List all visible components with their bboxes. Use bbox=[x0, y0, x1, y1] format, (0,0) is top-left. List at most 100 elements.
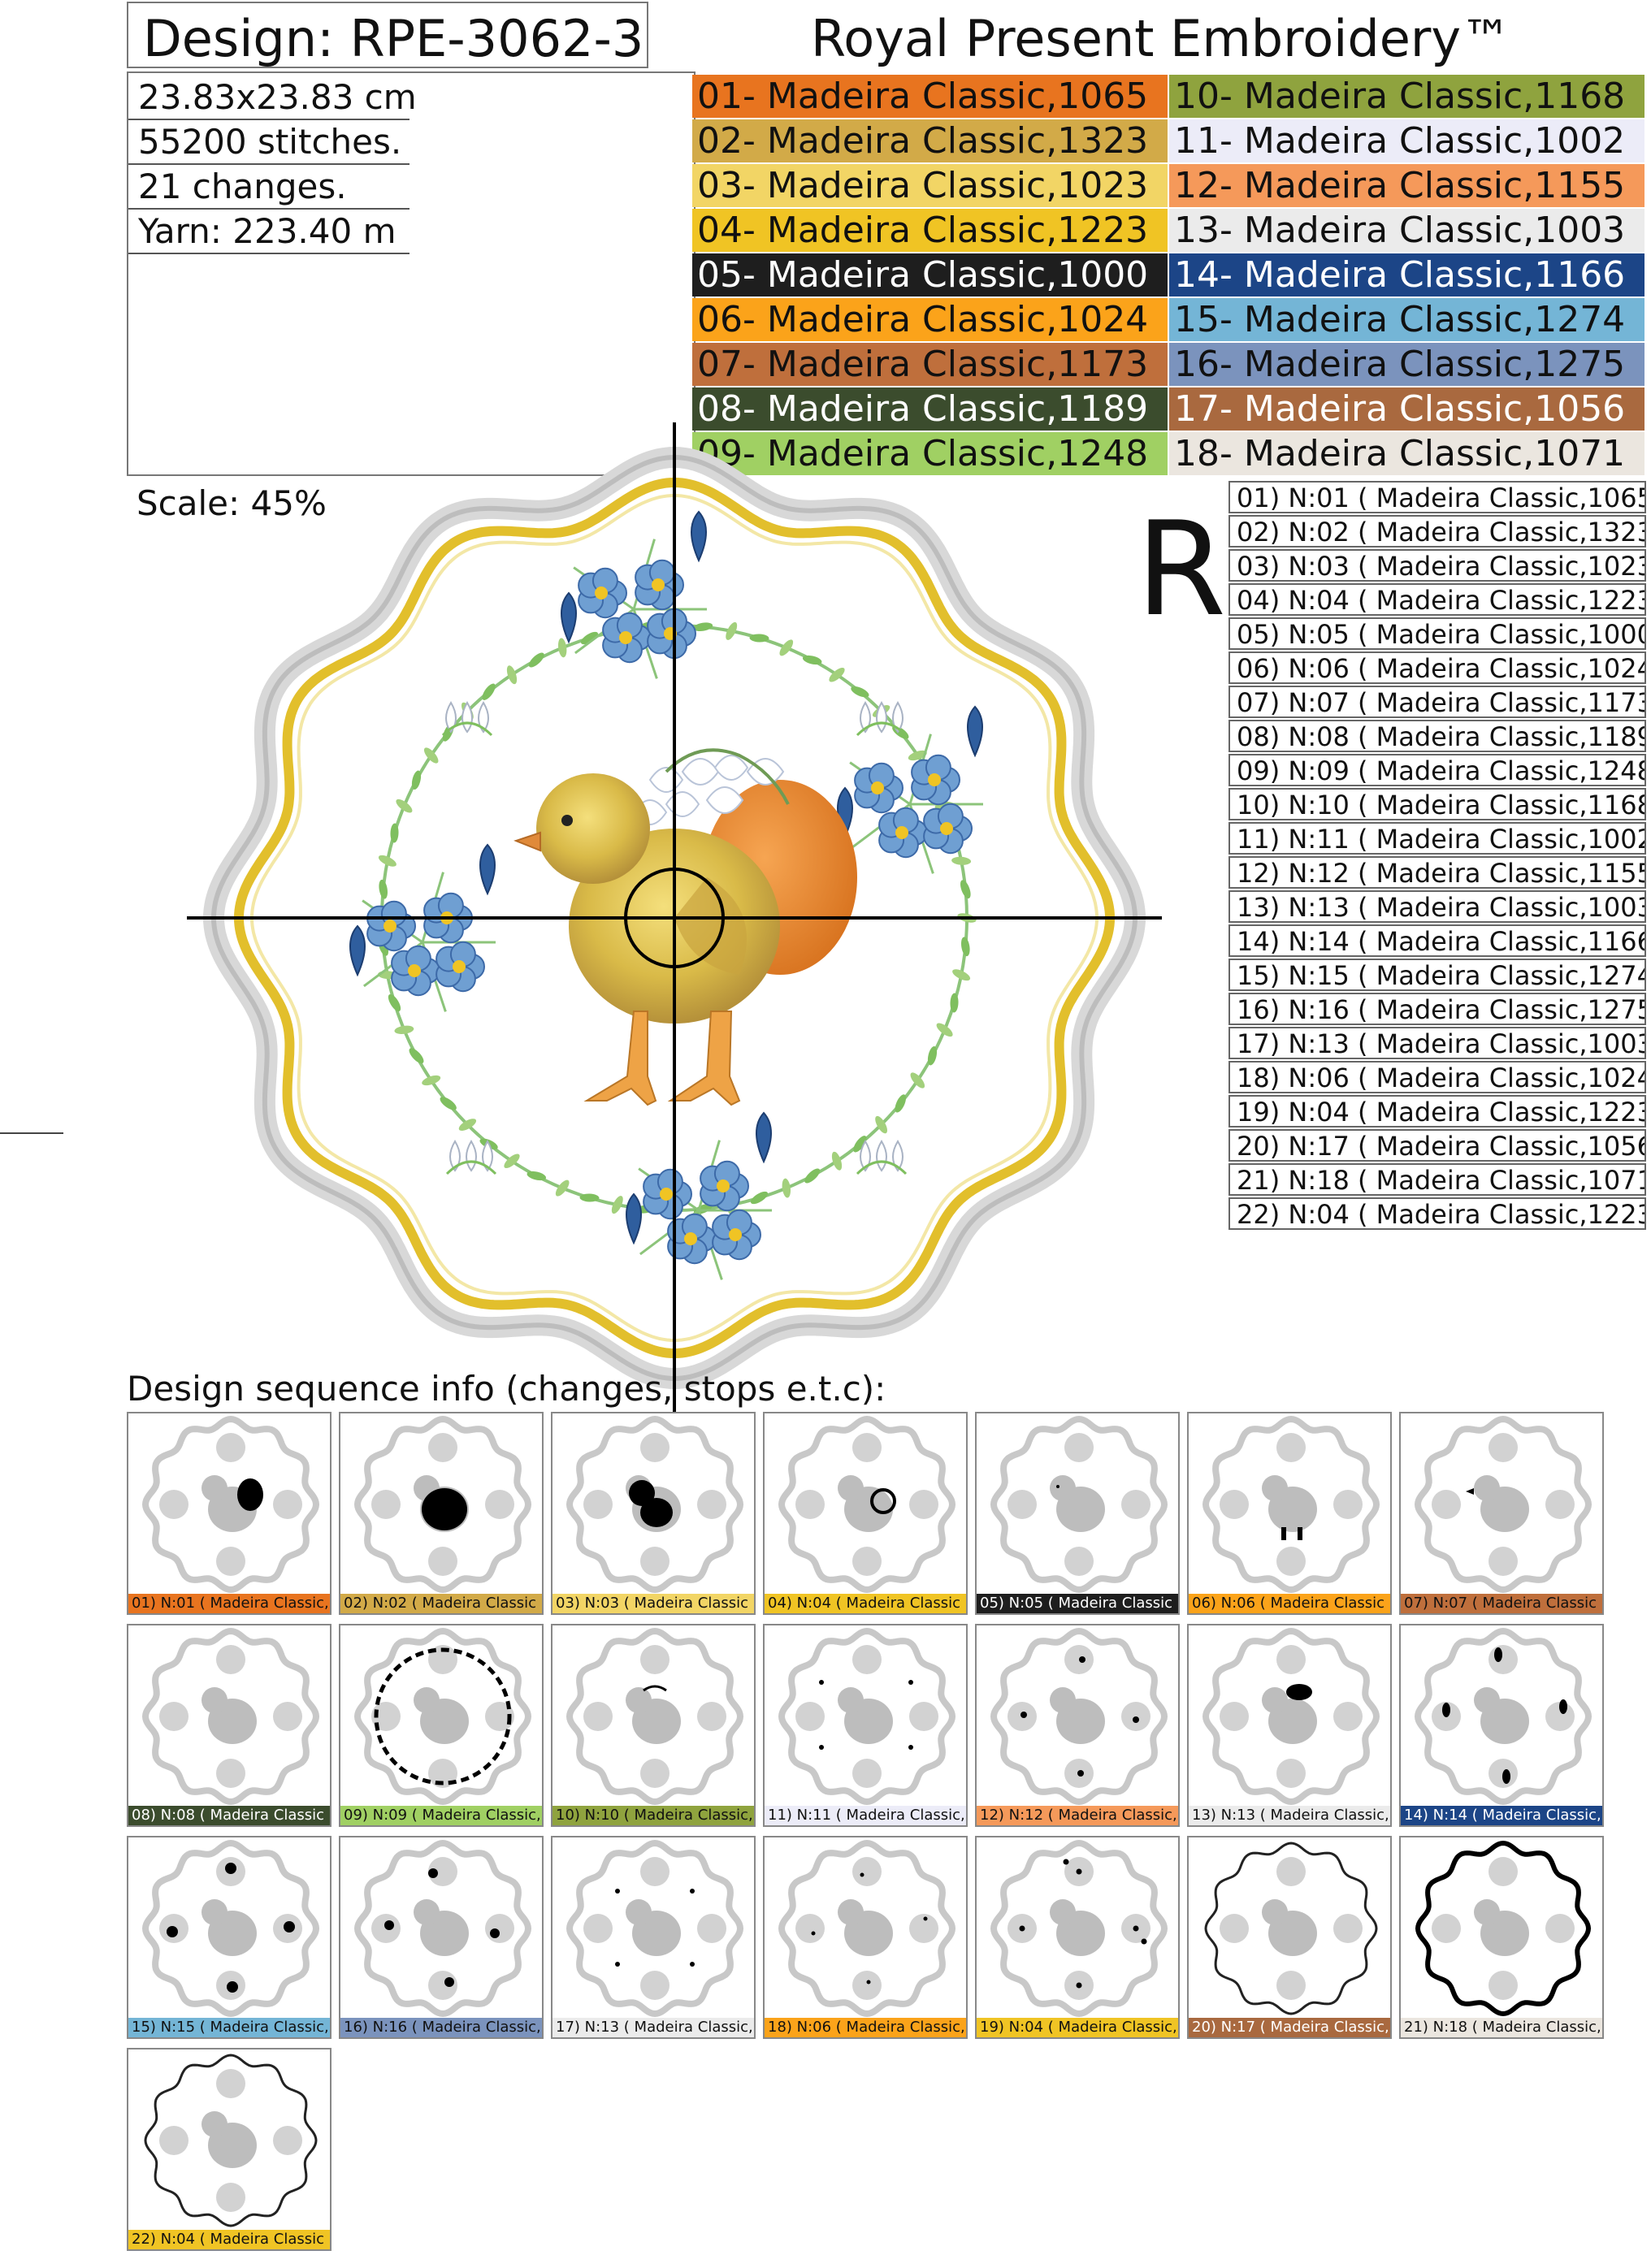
thumbnail-preview bbox=[1415, 1840, 1592, 2017]
sequence-thumbnail: 03) N:03 ( Madeira Classic bbox=[551, 1412, 756, 1615]
sequence-thumbnail: 04) N:04 ( Madeira Classic bbox=[763, 1412, 968, 1615]
left-margin-tick bbox=[0, 1132, 63, 1134]
thumbnail-preview bbox=[990, 1415, 1168, 1594]
sequence-thumbnail: 20) N:17 ( Madeira Classic, bbox=[1187, 1836, 1392, 2039]
thumbnail-preview bbox=[778, 1839, 956, 2018]
thumbnail-preview bbox=[353, 1839, 532, 2018]
thumbnail-preview bbox=[353, 1627, 532, 1806]
thread-palette: 01- Madeira Classic,1065 02- Madeira Clas… bbox=[692, 75, 1646, 475]
thumbnail-preview bbox=[566, 1627, 744, 1806]
sequence-thumbnail: 13) N:13 ( Madeira Classic,1 bbox=[1187, 1624, 1392, 1827]
yarn-length: Yarn: 223.40 m bbox=[138, 211, 396, 251]
sequence-thumbnail: 02) N:02 ( Madeira Classic bbox=[339, 1412, 544, 1615]
palette-swatch: 16- Madeira Classic,1275 bbox=[1169, 343, 1644, 386]
stop-entry: 01) N:01 ( Madeira Classic,1065) bbox=[1228, 481, 1646, 513]
thumbnail-caption: 16) N:16 ( Madeira Classic,1 bbox=[340, 2018, 542, 2037]
stop-entry: 17) N:13 ( Madeira Classic,1003) bbox=[1228, 1027, 1646, 1059]
palette-swatch: 09- Madeira Classic,1248 bbox=[692, 432, 1168, 475]
palette-swatch: 12- Madeira Classic,1155 bbox=[1169, 164, 1644, 207]
sequence-thumbnail: 16) N:16 ( Madeira Classic,1 bbox=[339, 1836, 544, 2039]
palette-swatch: 02- Madeira Classic,1323 bbox=[692, 119, 1168, 162]
palette-swatch: 04- Madeira Classic,1223 bbox=[692, 209, 1168, 252]
sequence-thumbnail: 10) N:10 ( Madeira Classic,1 bbox=[551, 1624, 756, 1827]
sequence-thumbnail: 15) N:15 ( Madeira Classic,1 bbox=[127, 1836, 332, 2039]
sequence-thumbnail: 18) N:06 ( Madeira Classic, bbox=[763, 1836, 968, 2039]
thumbnail-preview bbox=[141, 1627, 320, 1806]
stop-entry: 19) N:04 ( Madeira Classic,1223) bbox=[1228, 1095, 1646, 1128]
stop-entry: 04) N:04 ( Madeira Classic,1223) bbox=[1228, 583, 1646, 616]
palette-swatch: 13- Madeira Classic,1003 bbox=[1169, 209, 1644, 252]
thumbnail-preview bbox=[141, 1415, 320, 1594]
thumbnail-preview bbox=[1414, 1627, 1592, 1806]
change-count: 21 changes. bbox=[138, 167, 347, 206]
palette-swatch: 15- Madeira Classic,1274 bbox=[1169, 298, 1644, 341]
design-title-box bbox=[127, 2, 648, 68]
sequence-thumbnail: 17) N:13 ( Madeira Classic,1 bbox=[551, 1836, 756, 2039]
thumbnail-caption: 07) N:07 ( Madeira Classic bbox=[1401, 1594, 1602, 1613]
sequence-thumbnail: 09) N:09 ( Madeira Classic, bbox=[339, 1624, 544, 1827]
thumbnail-preview bbox=[141, 1839, 320, 2018]
palette-swatch: 08- Madeira Classic,1189 bbox=[692, 387, 1168, 431]
thumbnail-caption: 03) N:03 ( Madeira Classic bbox=[552, 1594, 754, 1613]
sequence-thumbnail: 05) N:05 ( Madeira Classic bbox=[975, 1412, 1180, 1615]
thumbnail-caption: 08) N:08 ( Madeira Classic bbox=[128, 1806, 330, 1825]
stop-entry: 08) N:08 ( Madeira Classic,1189) bbox=[1228, 720, 1646, 752]
stitch-count: 55200 stitches. bbox=[138, 122, 402, 162]
palette-swatch: 18- Madeira Classic,1071 bbox=[1169, 432, 1644, 475]
thumbnail-preview bbox=[1202, 1415, 1380, 1594]
info-divider bbox=[128, 163, 410, 165]
sequence-thumbnail: 07) N:07 ( Madeira Classic bbox=[1399, 1412, 1604, 1615]
thumbnail-caption: 14) N:14 ( Madeira Classic,1 bbox=[1401, 1806, 1602, 1825]
thumbnail-preview bbox=[1414, 1415, 1592, 1594]
stop-entry: 15) N:15 ( Madeira Classic,1274) bbox=[1228, 959, 1646, 991]
thumbnail-caption: 09) N:09 ( Madeira Classic, bbox=[340, 1806, 542, 1825]
thumbnail-preview bbox=[990, 1627, 1168, 1806]
thumbnail-preview bbox=[144, 2054, 318, 2227]
thumbnail-caption: 04) N:04 ( Madeira Classic bbox=[765, 1594, 966, 1613]
sequence-thumbnail: 21) N:18 ( Madeira Classic,1 bbox=[1399, 1836, 1604, 2039]
stop-entry: 05) N:05 ( Madeira Classic,1000) bbox=[1228, 617, 1646, 650]
stop-entry: 11) N:11 ( Madeira Classic,1002) bbox=[1228, 822, 1646, 855]
rotation-mark: R bbox=[1136, 493, 1227, 645]
chick-figure bbox=[514, 748, 857, 1106]
palette-swatch: 06- Madeira Classic,1024 bbox=[692, 298, 1168, 341]
stop-entry: 09) N:09 ( Madeira Classic,1248) bbox=[1228, 754, 1646, 786]
palette-swatch: 03- Madeira Classic,1023 bbox=[692, 164, 1168, 207]
thumbnail-preview bbox=[353, 1415, 532, 1594]
info-divider bbox=[128, 119, 410, 120]
embroidery-preview bbox=[187, 422, 1162, 1413]
palette-swatch: 10- Madeira Classic,1168 bbox=[1169, 75, 1644, 118]
thumbnail-caption: 05) N:05 ( Madeira Classic bbox=[977, 1594, 1178, 1613]
thumbnail-caption: 02) N:02 ( Madeira Classic bbox=[340, 1594, 542, 1613]
thumbnail-preview bbox=[1202, 1627, 1380, 1806]
thumbnail-caption: 17) N:13 ( Madeira Classic,1 bbox=[552, 2018, 754, 2037]
design-size: 23.83x23.83 cm bbox=[138, 77, 417, 117]
info-divider bbox=[128, 253, 410, 254]
sequence-thumbnail: 22) N:04 ( Madeira Classic bbox=[127, 2048, 332, 2251]
palette-swatch: 17- Madeira Classic,1056 bbox=[1169, 387, 1644, 431]
sequence-thumbnail: 01) N:01 ( Madeira Classic,1 bbox=[127, 1412, 332, 1615]
thumbnail-caption: 01) N:01 ( Madeira Classic,1 bbox=[128, 1594, 330, 1613]
thumbnail-caption: 21) N:18 ( Madeira Classic,1 bbox=[1401, 2018, 1602, 2037]
stop-entry: 03) N:03 ( Madeira Classic,1023) bbox=[1228, 549, 1646, 582]
thumbnail-preview bbox=[1204, 1842, 1378, 2015]
stop-entry: 10) N:10 ( Madeira Classic,1168) bbox=[1228, 788, 1646, 820]
palette-swatch: 07- Madeira Classic,1173 bbox=[692, 343, 1168, 386]
stop-entry: 20) N:17 ( Madeira Classic,1056) bbox=[1228, 1129, 1646, 1162]
thumbnail-caption: 22) N:04 ( Madeira Classic bbox=[128, 2230, 330, 2249]
thumbnail-caption: 19) N:04 ( Madeira Classic, bbox=[977, 2018, 1178, 2037]
sequence-thumbnail: 14) N:14 ( Madeira Classic,1 bbox=[1399, 1624, 1604, 1827]
thumbnail-caption: 18) N:06 ( Madeira Classic, bbox=[765, 2018, 966, 2037]
thumbnail-preview bbox=[990, 1839, 1168, 2018]
thumbnail-preview bbox=[566, 1415, 744, 1594]
palette-swatch: 01- Madeira Classic,1065 bbox=[692, 75, 1168, 118]
sequence-thumbnail: 08) N:08 ( Madeira Classic bbox=[127, 1624, 332, 1827]
stop-entry: 21) N:18 ( Madeira Classic,1071) bbox=[1228, 1163, 1646, 1196]
palette-swatch: 14- Madeira Classic,1166 bbox=[1169, 253, 1644, 296]
stop-entry: 18) N:06 ( Madeira Classic,1024) bbox=[1228, 1061, 1646, 1093]
stop-entry: 02) N:02 ( Madeira Classic,1323) bbox=[1228, 515, 1646, 548]
thumbnail-caption: 15) N:15 ( Madeira Classic,1 bbox=[128, 2018, 330, 2037]
brand-name: Royal Present Embroidery™ bbox=[811, 9, 1512, 68]
scale-label: Scale: 45% bbox=[136, 483, 327, 523]
stop-entry: 13) N:13 ( Madeira Classic,1003) bbox=[1228, 890, 1646, 923]
